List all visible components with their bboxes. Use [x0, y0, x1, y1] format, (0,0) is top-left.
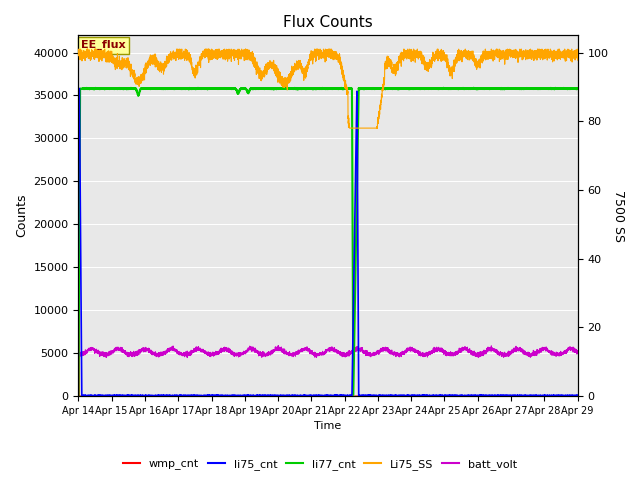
Y-axis label: 7500 SS: 7500 SS — [612, 190, 625, 242]
Text: EE_flux: EE_flux — [81, 40, 125, 50]
Title: Flux Counts: Flux Counts — [283, 15, 373, 30]
Legend: wmp_cnt, li75_cnt, li77_cnt, Li75_SS, batt_volt: wmp_cnt, li75_cnt, li77_cnt, Li75_SS, ba… — [119, 455, 521, 474]
X-axis label: Time: Time — [314, 421, 342, 432]
Y-axis label: Counts: Counts — [15, 194, 28, 238]
